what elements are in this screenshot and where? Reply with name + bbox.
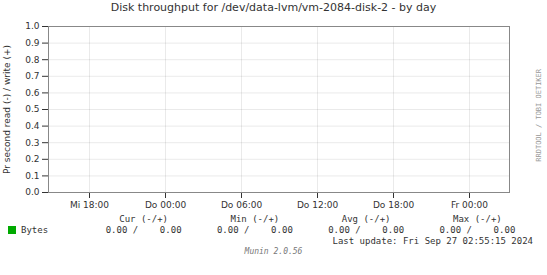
svg-text:0.7: 0.7 [25, 71, 39, 81]
svg-text:Fr 00:00: Fr 00:00 [451, 200, 488, 210]
svg-text:0.1: 0.1 [25, 171, 39, 181]
html-text:0.00 / 0.00: 0.00 / 0.00 [105, 225, 182, 235]
svg-text:Mi 18:00: Mi 18:00 [70, 200, 109, 210]
svg-text:0.6: 0.6 [25, 88, 40, 98]
svg-text:Do 00:00: Do 00:00 [145, 200, 187, 210]
html-text:Avg (-/+): Avg (-/+) [341, 214, 391, 224]
svg-text:Pr second read (-) / write (+): Pr second read (-) / write (+) [2, 45, 12, 174]
html-text:0.00 / 0.00: 0.00 / 0.00 [328, 225, 404, 235]
html-text:Min (-/+): Min (-/+) [230, 214, 280, 224]
svg-text:0.3: 0.3 [25, 138, 39, 148]
svg-text:0.8: 0.8 [25, 55, 40, 65]
html-text:Disk throughput for /dev/data-: Disk throughput for /dev/data-lvm/vm-208… [110, 1, 437, 14]
svg-text:0.5: 0.5 [25, 104, 39, 114]
svg-text:Do 06:00: Do 06:00 [221, 200, 263, 210]
html-text:Bytes: Bytes [21, 225, 49, 235]
html-text:0.00 / 0.00: 0.00 / 0.00 [439, 225, 516, 235]
html-text:Munin 2.0.56: Munin 2.0.56 [244, 247, 303, 256]
svg-text:Do 12:00: Do 12:00 [297, 200, 339, 210]
html-text:Max (-/+): Max (-/+) [453, 214, 502, 224]
html-text:0.00 / 0.00: 0.00 / 0.00 [216, 225, 293, 235]
svg-text:0.0: 0.0 [25, 187, 40, 197]
svg-text:0.2: 0.2 [25, 154, 39, 164]
svg-text:0.4: 0.4 [25, 121, 40, 131]
html-text:Last update: Fri Sep 27 02:55:: Last update: Fri Sep 27 02:55:15 2024 [332, 236, 533, 246]
svg-text:1.0: 1.0 [25, 21, 40, 31]
html-text:RRDTOOL / TOBI OETIKER: RRDTOOL / TOBI OETIKER [535, 68, 543, 162]
html-text:Cur (-/+): Cur (-/+) [119, 214, 168, 224]
svg-text:Do 18:00: Do 18:00 [373, 200, 415, 210]
svg-text:0.9: 0.9 [25, 38, 40, 48]
